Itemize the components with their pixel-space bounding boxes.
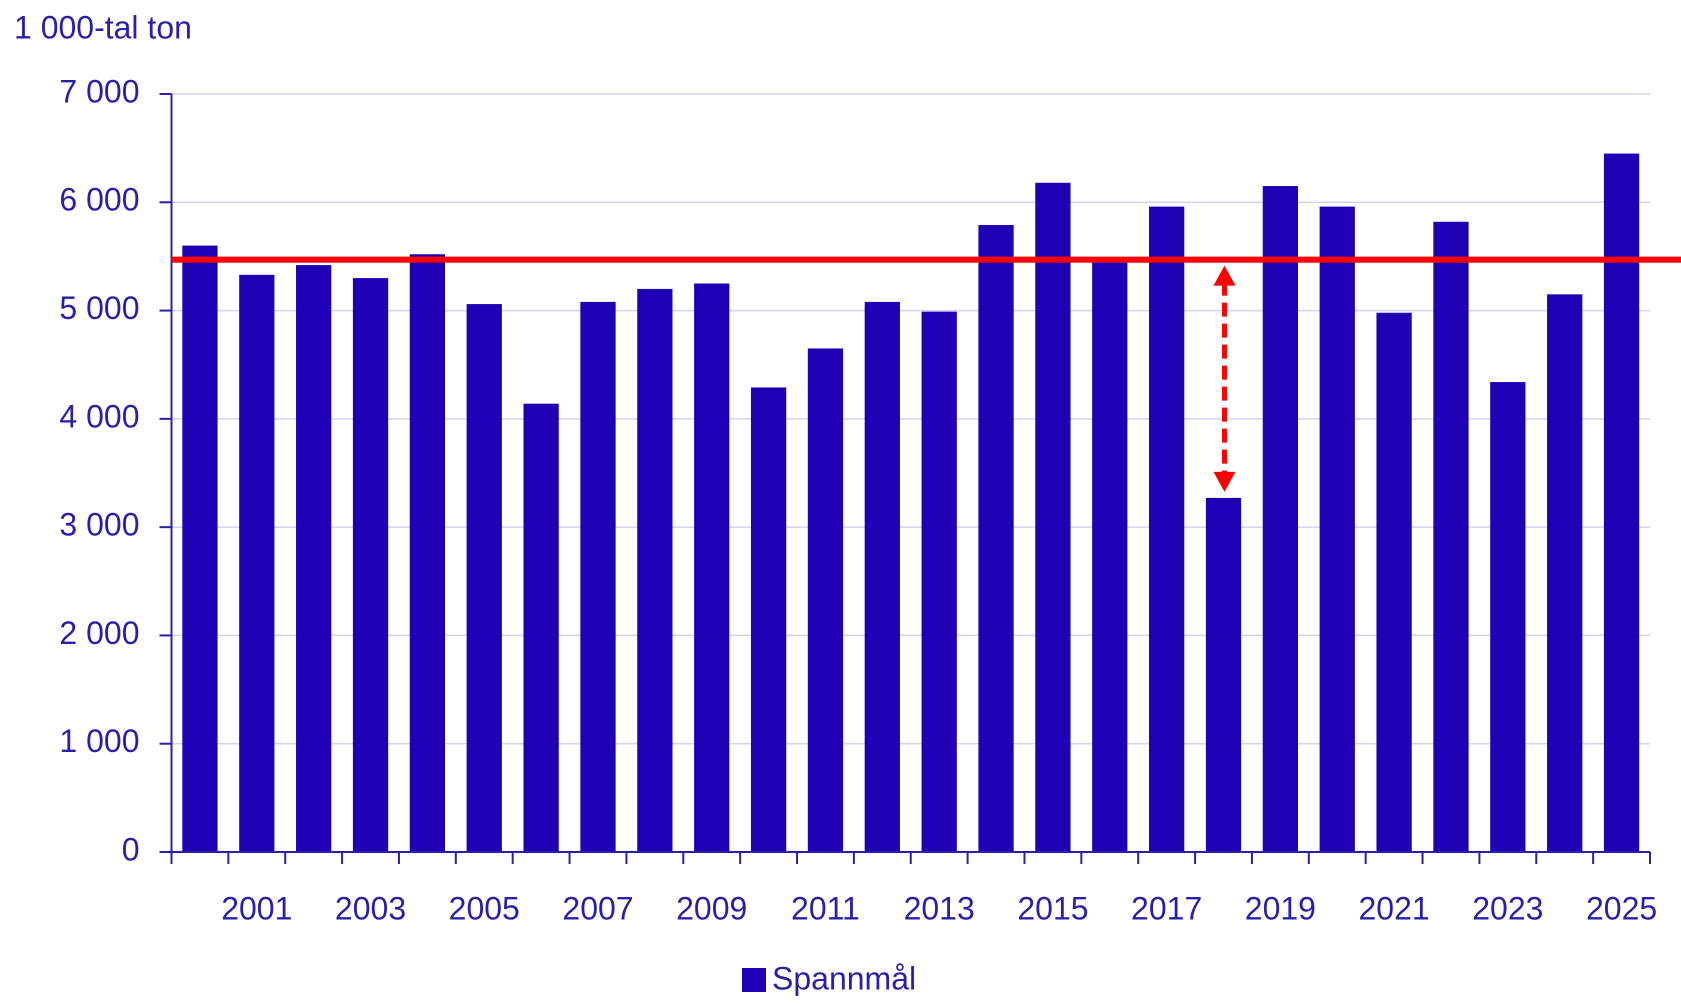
- y-tick-label: 0: [122, 831, 140, 867]
- x-tick-label: 2023: [1472, 890, 1543, 926]
- x-tick-label: 2005: [449, 890, 520, 926]
- x-tick-label: 2021: [1359, 890, 1430, 926]
- y-tick-label: 2 000: [59, 615, 139, 651]
- arrow-head: [1213, 471, 1236, 492]
- bar: [1205, 497, 1242, 852]
- bar: [864, 301, 900, 852]
- arrow-head: [1213, 265, 1236, 286]
- y-tick-label: 4 000: [59, 398, 139, 434]
- x-tick-label: 2009: [676, 890, 747, 926]
- y-tick-label: 1 000: [59, 723, 139, 759]
- bar: [807, 348, 844, 852]
- bar: [523, 403, 559, 852]
- bar: [1376, 312, 1412, 852]
- x-tick-label: 2019: [1245, 890, 1316, 926]
- bar: [352, 278, 389, 853]
- bar: [409, 254, 446, 852]
- bar: [1092, 261, 1128, 852]
- x-tick-label: 2013: [904, 890, 975, 926]
- bar: [580, 301, 616, 852]
- bar: [694, 283, 730, 852]
- bar: [466, 304, 502, 852]
- bar: [239, 274, 275, 852]
- x-tick-label: 2003: [335, 890, 406, 926]
- x-tick-label: 2017: [1131, 890, 1202, 926]
- bar: [978, 225, 1014, 853]
- x-tick-label: 2015: [1017, 890, 1088, 926]
- bar: [637, 288, 673, 852]
- x-tick-label: 2025: [1586, 890, 1657, 926]
- bar: [296, 265, 332, 852]
- bar: [1490, 382, 1526, 852]
- bar: [182, 245, 218, 853]
- bar: [1149, 206, 1185, 853]
- bar: [1433, 221, 1469, 852]
- bar: [1603, 153, 1640, 853]
- bar: [1035, 182, 1071, 852]
- y-tick-label: 5 000: [59, 290, 139, 326]
- bar: [921, 311, 957, 852]
- bar: [1547, 294, 1583, 852]
- x-tick-label: 2011: [791, 890, 860, 926]
- legend-label: Spannmål: [772, 960, 916, 996]
- y-axis-title: 1 000-tal ton: [14, 9, 192, 45]
- x-tick-label: 2001: [221, 890, 292, 926]
- legend-swatch: [742, 968, 766, 992]
- x-tick-label: 2007: [562, 890, 633, 926]
- bar: [750, 387, 787, 852]
- y-tick-label: 6 000: [59, 182, 139, 218]
- bar: [1262, 186, 1299, 853]
- bar: [1319, 206, 1355, 853]
- y-tick-label: 3 000: [59, 507, 139, 543]
- y-tick-label: 7 000: [59, 73, 139, 109]
